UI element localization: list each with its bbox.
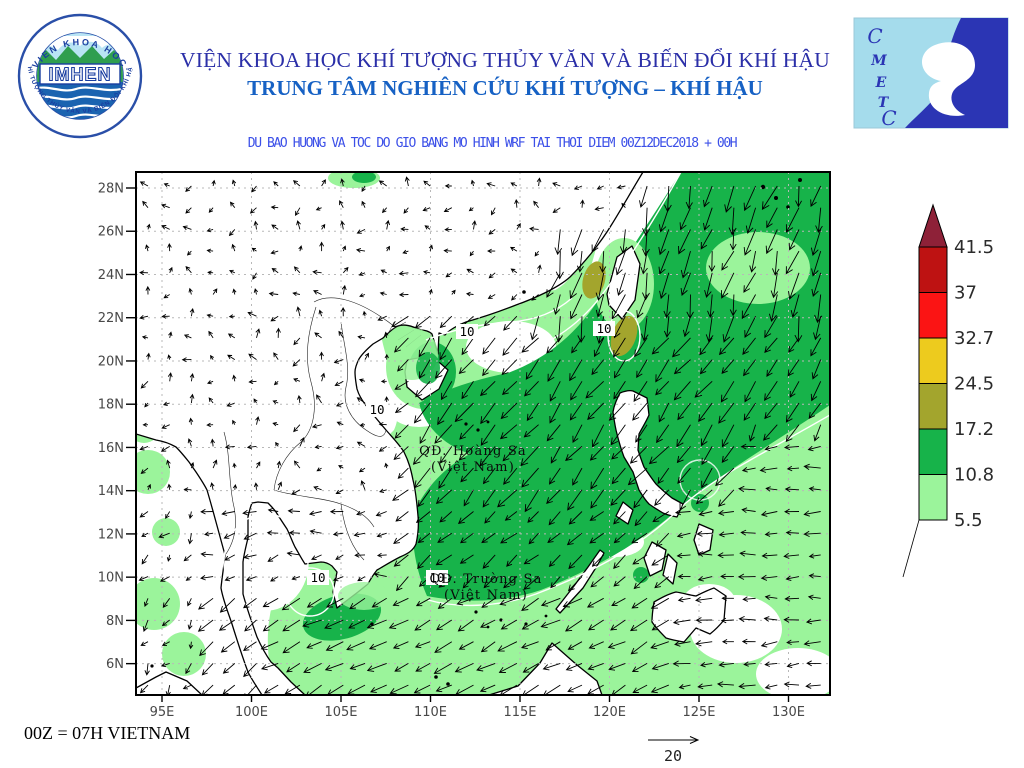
- colorbar-tick-label: 32.7: [954, 328, 994, 349]
- palawan: [555, 549, 605, 614]
- place-labels: QĐ. Hoàng Sa(Việt Nam)QĐ. Trường Sa(Việt…: [419, 444, 542, 603]
- mindanao: [651, 587, 727, 643]
- wind-speed-colorbar: 5.5 10.8 17.2 24.5 32.7 37 41.5: [902, 203, 994, 578]
- reference-vector: 20: [648, 736, 700, 765]
- colorbar-over-arrow: [918, 203, 948, 248]
- imhen-logo: IMHEN VIEN KHOA HOC KHÍ TƯỢNG THỦY VĂN V…: [17, 13, 143, 139]
- place-label: (Việt Nam): [444, 588, 528, 603]
- lon-tick-label: 115E: [503, 705, 536, 720]
- lat-tick-label: 18N: [98, 398, 124, 413]
- wind-arrows: [138, 176, 823, 695]
- svg-text:M: M: [870, 53, 887, 69]
- coastlines: [136, 172, 727, 695]
- map-axes: 28N 26N 24N 22N 20N 18N 16N 14N 12N 10N 8N 6N 95E 100…: [98, 182, 805, 721]
- contour-label: 10: [369, 402, 384, 417]
- center-title: TRUNG TÂM NGHIÊN CỨU KHÍ TƯỢNG – KHÍ HẬU: [247, 76, 763, 100]
- samar: [693, 523, 714, 556]
- lon-tick-label: 110E: [414, 705, 447, 720]
- place-label: QĐ. Trường Sa: [429, 572, 542, 587]
- mainland-asia: [136, 172, 644, 695]
- colorbar-segment: [918, 383, 948, 430]
- lat-tick-label: 16N: [98, 441, 124, 456]
- contour-label: 10: [459, 324, 474, 339]
- lon-tick-label: 120E: [593, 705, 626, 720]
- lat-tick-label: 20N: [98, 354, 124, 369]
- shade-olive-patches: [582, 261, 638, 357]
- island-specks: [150, 178, 802, 686]
- colorbar-segment: [918, 337, 948, 384]
- contour-label-box: [593, 321, 615, 336]
- lat-tick-label: 26N: [98, 225, 124, 240]
- place-label: QĐ. Hoàng Sa: [419, 444, 527, 459]
- lon-tick-label: 100E: [235, 705, 268, 720]
- lat-tick-label: 10N: [98, 571, 124, 586]
- contour-label-box: [307, 570, 329, 585]
- lon-tick-label: 95E: [150, 705, 175, 720]
- reference-arrow-icon: [648, 736, 700, 744]
- lat-tick-label: 14N: [98, 484, 124, 499]
- colorbar-tick-label: 17.2: [954, 419, 994, 440]
- lat-tick-label: 28N: [98, 182, 124, 197]
- colorbar-tick-label: 37: [954, 283, 977, 304]
- metc-logo: C M E T C: [853, 17, 1009, 129]
- contour-label: 10: [429, 570, 444, 585]
- imhen-clouds: [37, 36, 123, 50]
- contour-label-box: [456, 324, 478, 339]
- svg-text:T: T: [878, 95, 890, 111]
- sumatra: [136, 671, 203, 695]
- imhen-banner: [39, 63, 121, 85]
- lat-tick-label: 24N: [98, 268, 124, 283]
- lat-tick-label: 22N: [98, 311, 124, 326]
- svg-text:C: C: [867, 24, 882, 48]
- metc-s-shape: [922, 42, 975, 116]
- colorbar-tail: [902, 519, 920, 578]
- svg-text:C: C: [881, 106, 896, 129]
- colorbar-tick-label: 5.5: [954, 510, 983, 531]
- time-note: 00Z = 07H VIETNAM: [24, 723, 191, 743]
- lat-tick-label: 6N: [106, 657, 124, 672]
- map-fill-layers: [136, 172, 830, 695]
- colorbar-tick-label: 41.5: [954, 237, 994, 258]
- contour-label: 10: [310, 570, 325, 585]
- place-label: (Việt Nam): [431, 460, 515, 475]
- lon-tick-label: 130E: [772, 705, 805, 720]
- svg-text:E: E: [875, 75, 887, 91]
- lon-tick-label: 105E: [324, 705, 357, 720]
- lat-tick-label: 12N: [98, 527, 124, 542]
- metc-letters: C M E T C: [867, 24, 896, 129]
- lon-tick-label: 125E: [682, 705, 715, 720]
- contour-label-box: [426, 570, 448, 585]
- map-frame: [135, 171, 831, 696]
- colorbar-segment: [918, 428, 948, 475]
- colorbar-segment: [918, 292, 948, 339]
- negros: [662, 553, 678, 585]
- colorbar-tick-label: 10.8: [954, 465, 994, 486]
- colorbar-segment: [918, 246, 948, 293]
- imhen-acronym-text: IMHEN: [49, 65, 112, 85]
- reference-vector-label: 20: [664, 747, 682, 765]
- taiwan: [606, 245, 641, 320]
- contour-label-box: [366, 402, 388, 417]
- map-gridlines: [136, 172, 830, 695]
- colorbar-segment: [918, 474, 948, 521]
- panay: [643, 541, 667, 577]
- contour-labels: 10 10 10 10 10: [307, 321, 615, 585]
- contour-label: 10: [596, 321, 611, 336]
- map-subtitle: DU BAO HUONG VA TOC DO GIO BANG MO HINH …: [247, 136, 738, 151]
- lat-tick-label: 8N: [106, 614, 124, 629]
- colorbar-tick-label: 24.5: [954, 374, 994, 395]
- institute-title: VIỆN KHOA HỌC KHÍ TƯỢNG THỦY VĂN VÀ BIẾN…: [180, 48, 830, 72]
